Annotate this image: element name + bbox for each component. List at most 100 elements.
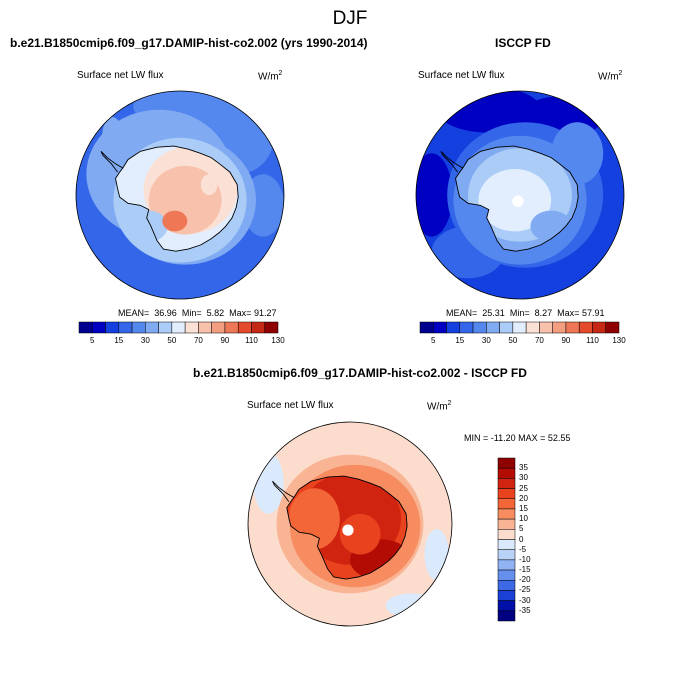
panel1-colorbar-box	[158, 321, 173, 334]
panel2-colorbar-tick-label: 15	[455, 336, 465, 345]
panel3-colorbar-box	[497, 467, 516, 479]
panel2-colorbar-tick-label: 130	[612, 336, 626, 345]
panel2-colorbar-tick-label: 70	[534, 336, 544, 345]
panel3-colorbar-box	[497, 529, 516, 540]
panel1-colorbar-tick-label: 30	[140, 336, 150, 345]
panel3-peninsula-coastline	[272, 480, 295, 502]
panel3-colorbar-tick-label: -15	[519, 565, 531, 575]
panel3-colorbar-tick-label: 30	[519, 473, 528, 483]
panel3-title: b.e21.B1850cmip6.f09_g17.DAMIP-hist-co2.…	[193, 366, 527, 380]
panel3-stats: MIN = -11.20 MAX = 52.55	[464, 433, 571, 443]
panel3-colorbar-tick-label: 5	[519, 524, 524, 534]
panel2-colorbar-tick-label: 50	[508, 336, 518, 345]
panel2-colorbar-tick-label: 110	[586, 336, 599, 345]
panel3-colorbar-tick-label: -10	[519, 554, 531, 564]
panel3-colorbar-box	[497, 580, 516, 591]
panel2-coastline	[455, 145, 579, 252]
panel1-colorbar-box	[237, 321, 252, 334]
panel2-colorbar-tick-label: 90	[561, 336, 571, 345]
panel2-pole-hole	[512, 195, 524, 207]
panel1-land-region	[200, 174, 218, 196]
panel3-colorbar-tick-label: -5	[519, 544, 527, 554]
panel2-colorbar-tick-label: 5	[431, 336, 436, 345]
panel1-colorbar-tick-label: 90	[220, 336, 230, 345]
panel3-variable-label: Surface net LW flux	[247, 400, 334, 411]
panel1-colorbar-box	[118, 321, 133, 334]
panel3-units-label: W/m2	[427, 400, 452, 413]
panel3-colorbar-box	[497, 590, 516, 601]
panel1-colorbar-box	[145, 321, 159, 334]
panel1-colorbar-box	[171, 321, 186, 334]
panel1-title: b.e21.B1850cmip6.f09_g17.DAMIP-hist-co2.…	[10, 36, 368, 50]
panel2-colorbar-box	[446, 321, 461, 334]
panel3-pole-hole	[342, 524, 354, 536]
panel1-colorbar-box	[78, 321, 93, 334]
panel2-map-border	[415, 90, 625, 300]
panel2-colorbar-box	[512, 321, 527, 334]
panel3-colorbar-box	[497, 478, 516, 489]
panel3-colorbar-tick-label: -30	[519, 595, 531, 605]
panel2-colorbar-box	[499, 321, 514, 334]
panel1-colorbar-box	[184, 321, 199, 334]
panel3-map-border	[247, 421, 453, 627]
panel2-colorbar-box	[419, 321, 434, 334]
panel3-colorbar-tick-label: 20	[519, 493, 528, 503]
panel1-colorbar-box	[251, 321, 265, 334]
panel3-coastline	[286, 475, 408, 580]
panel3-colorbar-box	[497, 457, 516, 469]
figure-title: DJF	[332, 8, 368, 29]
panel2-variable-label: Surface net LW flux	[418, 70, 505, 81]
panel1-colorbar-tick-label: 15	[114, 336, 124, 345]
panel2-colorbar-box	[605, 321, 620, 334]
panel3-colorbar-box	[497, 498, 516, 510]
panel1-peninsula-coastline	[100, 150, 124, 173]
panel2-colorbar-box	[459, 321, 474, 334]
panel2-stats: MEAN= 25.31 Min= 8.27 Max= 57.91	[446, 308, 605, 318]
panel3-colorbar-box	[497, 610, 516, 622]
panel3-colorbar-box	[497, 518, 516, 530]
panel1-colorbar-tick-label: 5	[90, 336, 95, 345]
panel3-colorbar-box	[497, 488, 516, 499]
panel3-ocean-region	[424, 529, 449, 581]
panel3-colorbar-box	[497, 559, 516, 571]
panel3-colorbar-tick-label: 10	[519, 514, 528, 524]
panel2-colorbar-box	[525, 321, 540, 334]
panel3-colorbar-box	[497, 549, 516, 561]
panel1-colorbar-box	[92, 321, 106, 334]
panel1-colorbar-box	[224, 321, 239, 334]
panel2-colorbar-box	[552, 321, 567, 334]
panel2-colorbar-box	[472, 321, 487, 334]
panel3-colorbar-tick-label: 25	[519, 483, 528, 493]
panel2-title: ISCCP FD	[495, 36, 551, 50]
panel2-colorbar-tick-label: 30	[481, 336, 491, 345]
panel1-variable-label: Surface net LW flux	[77, 70, 164, 81]
panel1-land-region	[162, 210, 188, 232]
panel2-colorbar-box	[592, 321, 606, 334]
panel2-units-label: W/m2	[598, 70, 623, 83]
panel1-colorbar-box	[198, 321, 212, 334]
panel1-colorbar-tick-label: 130	[271, 336, 285, 345]
panel2-colorbar-box	[578, 321, 593, 334]
panel2-colorbar-box	[433, 321, 447, 334]
panel2-colorbar-box	[486, 321, 500, 334]
panel2-peninsula-coastline	[440, 150, 464, 173]
panel3-ocean-region	[253, 452, 284, 514]
panel2-colorbar-box	[539, 321, 553, 334]
panel1-colorbar-tick-label: 50	[167, 336, 177, 345]
panel2-colorbar-box	[565, 321, 580, 334]
panel3-colorbar-tick-label: 15	[519, 503, 528, 513]
panel2-ocean-region	[416, 153, 453, 237]
panel1-colorbar-tick-label: 110	[245, 336, 258, 345]
panel3-colorbar-box	[497, 508, 516, 520]
panel3-colorbar-tick-label: -25	[519, 585, 531, 595]
panel1-colorbar-box	[211, 321, 226, 334]
panel1-colorbar-box	[105, 321, 120, 334]
panel3-colorbar-box	[497, 539, 516, 550]
panel3-colorbar-tick-label: -35	[519, 605, 531, 615]
panel1-map-border	[75, 90, 285, 300]
panel1-coastline	[115, 145, 239, 252]
panel1-colorbar-box	[131, 321, 146, 334]
panel1-ocean-region	[102, 117, 123, 159]
panel3-colorbar-box	[497, 600, 516, 612]
